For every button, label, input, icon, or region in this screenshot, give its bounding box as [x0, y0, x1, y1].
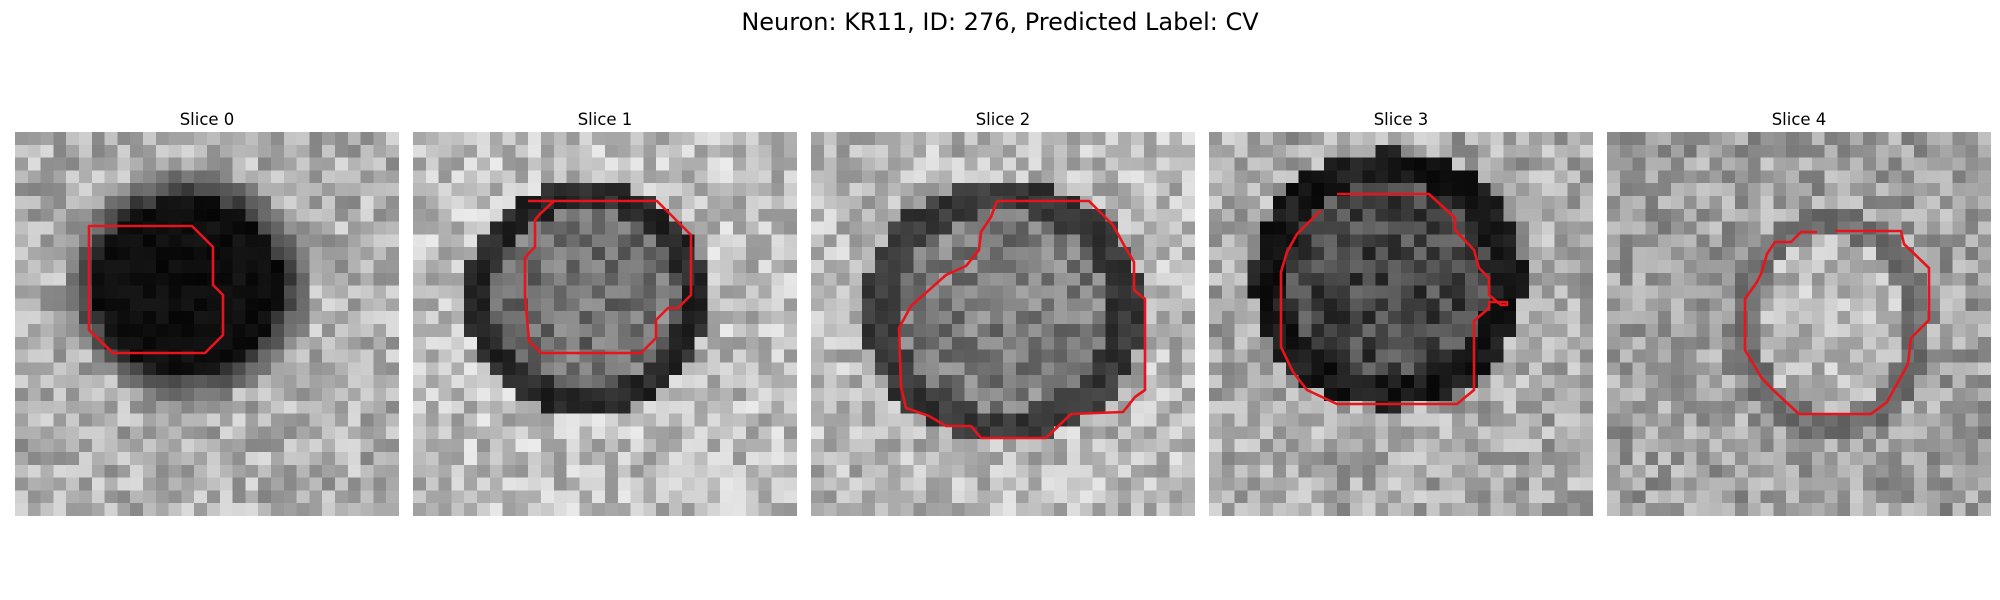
- segmentation-contour: [1745, 231, 1929, 414]
- segmentation-overlay: [15, 132, 399, 516]
- slice-title: Slice 3: [1209, 108, 1593, 132]
- segmentation-overlay: [1209, 132, 1593, 516]
- segmentation-overlay: [1607, 132, 1991, 516]
- slice-image: [15, 132, 399, 516]
- segmentation-overlay: [413, 132, 797, 516]
- slice-title: Slice 0: [15, 108, 399, 132]
- slice-panel-4: Slice 4: [1607, 108, 1991, 516]
- slice-title: Slice 1: [413, 108, 797, 132]
- figure-title: Neuron: KR11, ID: 276, Predicted Label: …: [0, 8, 2000, 36]
- segmentation-contour: [525, 201, 691, 353]
- slice-panel-2: Slice 2: [811, 108, 1195, 516]
- slice-image: [1209, 132, 1593, 516]
- slice-image: [1607, 132, 1991, 516]
- segmentation-contour: [89, 226, 223, 353]
- slice-panel-3: Slice 3: [1209, 108, 1593, 516]
- segmentation-contour: [899, 201, 1145, 438]
- slice-image: [811, 132, 1195, 516]
- slice-panel-1: Slice 1: [413, 108, 797, 516]
- slice-image: [413, 132, 797, 516]
- segmentation-contour: [1281, 194, 1507, 404]
- slice-title: Slice 4: [1607, 108, 1991, 132]
- segmentation-overlay: [811, 132, 1195, 516]
- slice-panel-0: Slice 0: [15, 108, 399, 516]
- slice-title: Slice 2: [811, 108, 1195, 132]
